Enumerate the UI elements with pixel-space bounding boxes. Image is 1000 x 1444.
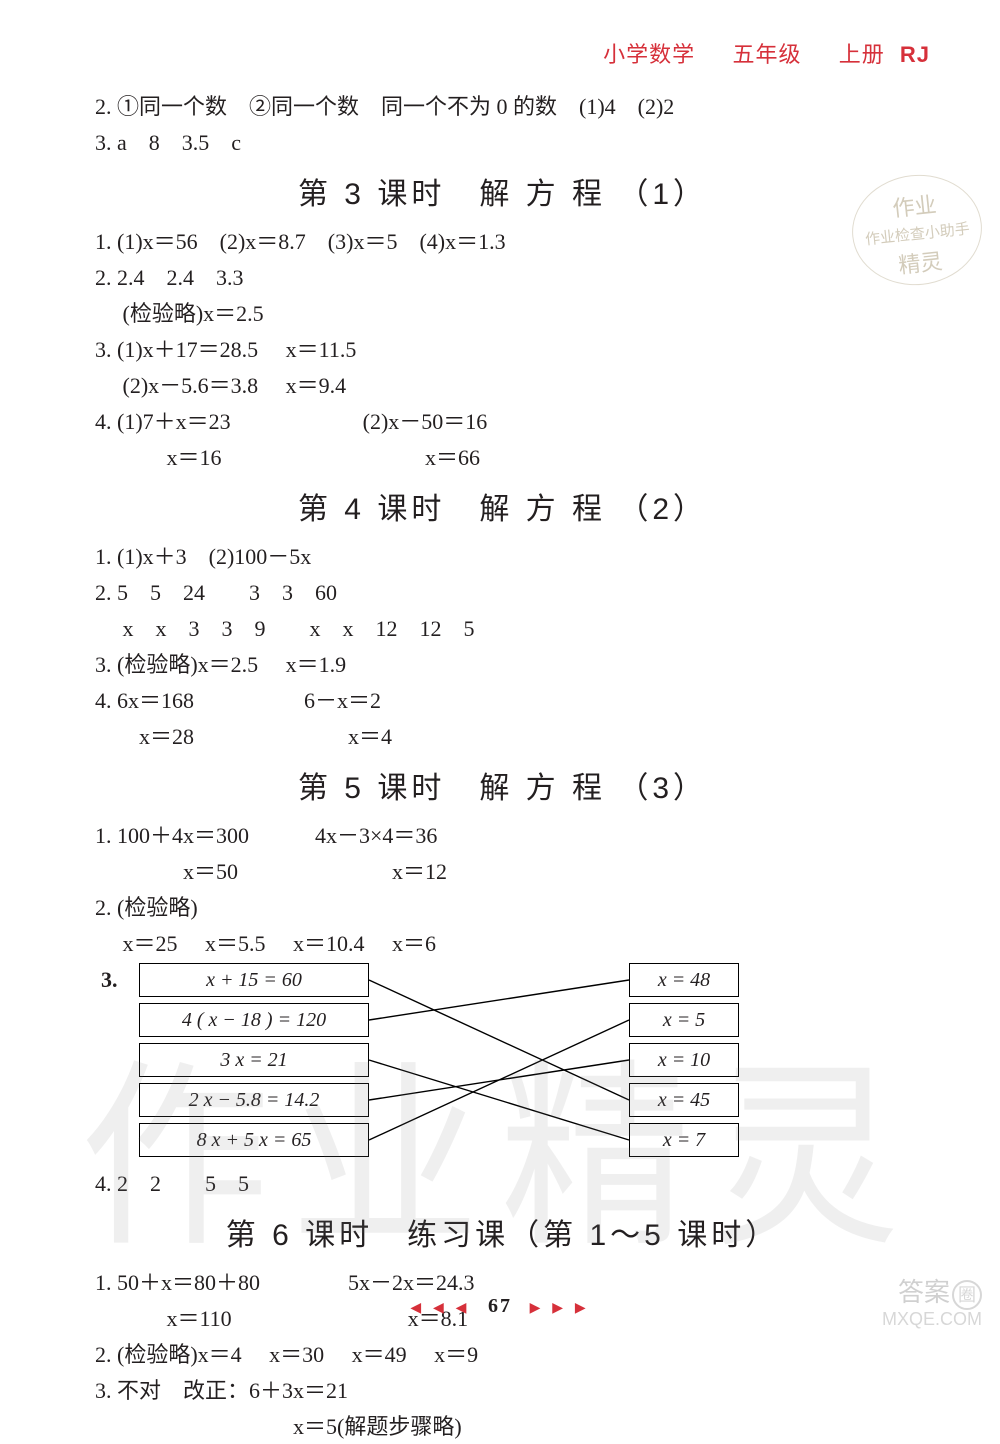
corner-watermark: 答案圈 MXQE.COM	[882, 1278, 982, 1330]
match-box: x + 15 = 60	[139, 963, 369, 997]
match-box: x = 10	[629, 1043, 739, 1077]
section-title: 第 5 课时 解 方 程 （3）	[95, 766, 910, 813]
corner-cn: 答案	[898, 1277, 950, 1307]
text-line: 1. (1)x＝56 (2)x＝8.7 (3)x＝5 (4)x＝1.3	[95, 225, 910, 259]
match-box: 2 x − 5.8 = 14.2	[139, 1083, 369, 1117]
match-box: x = 5	[629, 1003, 739, 1037]
header-volume: 上册	[839, 42, 885, 67]
text-line: x＝16 x＝66	[95, 441, 910, 475]
section-title: 第 3 课时 解 方 程 （1）	[95, 172, 910, 219]
header-edition: RJ	[900, 42, 930, 67]
text-line: 2. 5 5 24 3 3 60	[95, 576, 910, 610]
text-line: 1. (1)x＋3 (2)100－5x	[95, 540, 910, 574]
text-line: 3. 不对 改正：6＋3x＝21	[95, 1374, 910, 1408]
text-line: 3. (1)x＋17＝28.5 x＝11.5	[95, 333, 910, 367]
footer-right-marks: ▶ ▶ ▶	[530, 1299, 590, 1315]
text-line: 2. ①同一个数 ②同一个数 同一个不为 0 的数 (1)4 (2)2	[95, 90, 910, 124]
page-header: 小学数学 五年级 上册 RJ	[603, 38, 930, 72]
match-box: 8 x + 5 x = 65	[139, 1123, 369, 1157]
section-title: 第 6 课时 练习课（第 1～5 课时）	[95, 1213, 910, 1260]
page-content: 2. ①同一个数 ②同一个数 同一个不为 0 的数 (1)4 (2)2 3. a…	[95, 90, 910, 1444]
match-box: x = 45	[629, 1083, 739, 1117]
footer-left-marks: ◀ ◀ ◀	[410, 1299, 470, 1315]
text-line: 2. 2.4 2.4 3.3	[95, 261, 910, 295]
text-line: 4. (1)7＋x＝23 (2)x－50＝16	[95, 405, 910, 439]
match-box: 4 ( x − 18 ) = 120	[139, 1003, 369, 1037]
text-line: 3. (检验略)x＝2.5 x＝1.9	[95, 648, 910, 682]
text-line: 1. 100＋4x＝300 4x－3×4＝36	[95, 819, 910, 853]
page-footer: ◀ ◀ ◀ 67 ▶ ▶ ▶	[0, 1291, 1000, 1322]
header-grade: 五年级	[732, 42, 801, 67]
text-line: 2. (检验略)x＝4 x＝30 x＝49 x＝9	[95, 1338, 910, 1372]
section-title: 第 4 课时 解 方 程 （2）	[95, 487, 910, 534]
match-box: x = 48	[629, 963, 739, 997]
text-line: 4. 2 2 5 5	[95, 1167, 910, 1201]
header-subject: 小学数学	[603, 42, 695, 67]
text-line: 2. (检验略)	[95, 891, 910, 925]
text-line: x＝28 x＝4	[95, 720, 910, 754]
question-number: 3.	[101, 963, 118, 997]
text-line: x＝5(解题步骤略)	[95, 1410, 910, 1444]
corner-url: MXQE.COM	[882, 1309, 982, 1329]
text-line: (2)x－5.6＝3.8 x＝9.4	[95, 369, 910, 403]
text-line: 4. 6x＝168 6－x＝2	[95, 684, 910, 718]
text-line: x＝50 x＝12	[95, 855, 910, 889]
match-box: 3 x = 21	[139, 1043, 369, 1077]
match-box: x = 7	[629, 1123, 739, 1157]
matching-diagram: 3. x + 15 = 604 ( x − 18 ) = 1203 x = 21…	[139, 963, 839, 1163]
corner-circ: 圈	[952, 1280, 982, 1310]
text-line: x x 3 3 9 x x 12 12 5	[95, 612, 910, 646]
text-line: (检验略)x＝2.5	[95, 297, 910, 331]
text-line: x＝25 x＝5.5 x＝10.4 x＝6	[95, 927, 910, 961]
text-line: 3. a 8 3.5 c	[95, 126, 910, 160]
page-number: 67	[488, 1295, 512, 1317]
